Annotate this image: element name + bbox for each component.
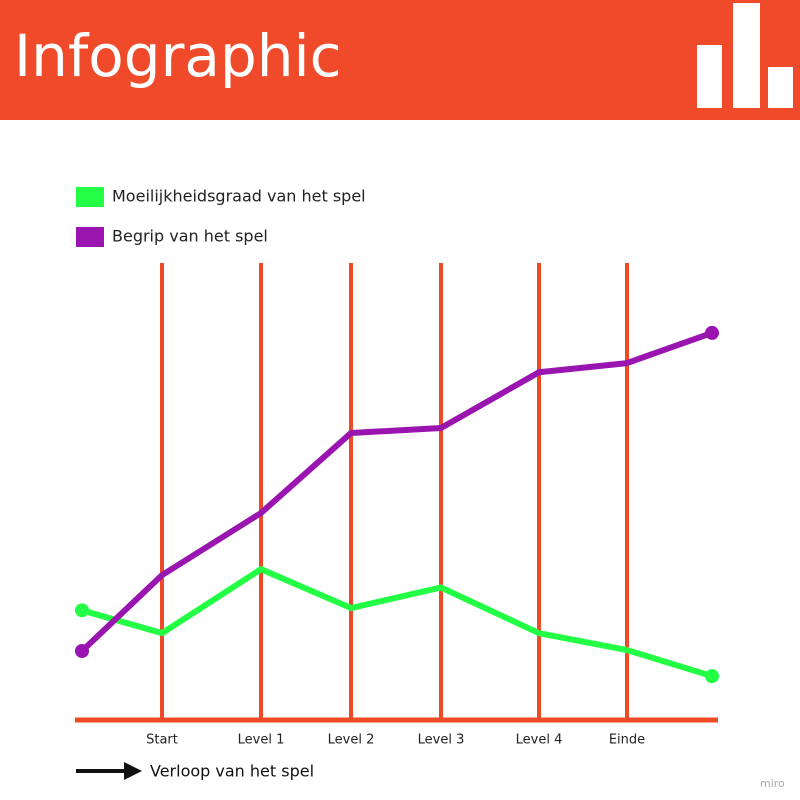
series-line [81,566,713,679]
end-marker [75,643,89,658]
legend-label: Moeilijkheidsgraad van het spel [112,187,366,206]
legend-label: Begrip van het spel [112,227,268,246]
end-marker [705,669,719,684]
x-tick-label: Level 1 [238,733,285,748]
header-icon [697,3,793,108]
legend-swatch [76,227,104,247]
x-tick-label: Level 3 [418,733,465,748]
header-band [0,0,800,120]
end-marker [705,325,719,340]
x-axis-label: Verloop van het spel [150,762,314,781]
end-marker [75,603,89,618]
arrow [76,762,142,780]
x-tick-label: Level 4 [516,733,563,748]
watermark: miro [760,777,785,790]
header-title: Infographic [14,22,342,90]
series-line [79,330,714,654]
legend-swatch [76,187,104,207]
x-tick-label: Level 2 [328,733,375,748]
x-tick-label: Einde [609,733,645,748]
x-tick-label: Start [146,733,178,748]
